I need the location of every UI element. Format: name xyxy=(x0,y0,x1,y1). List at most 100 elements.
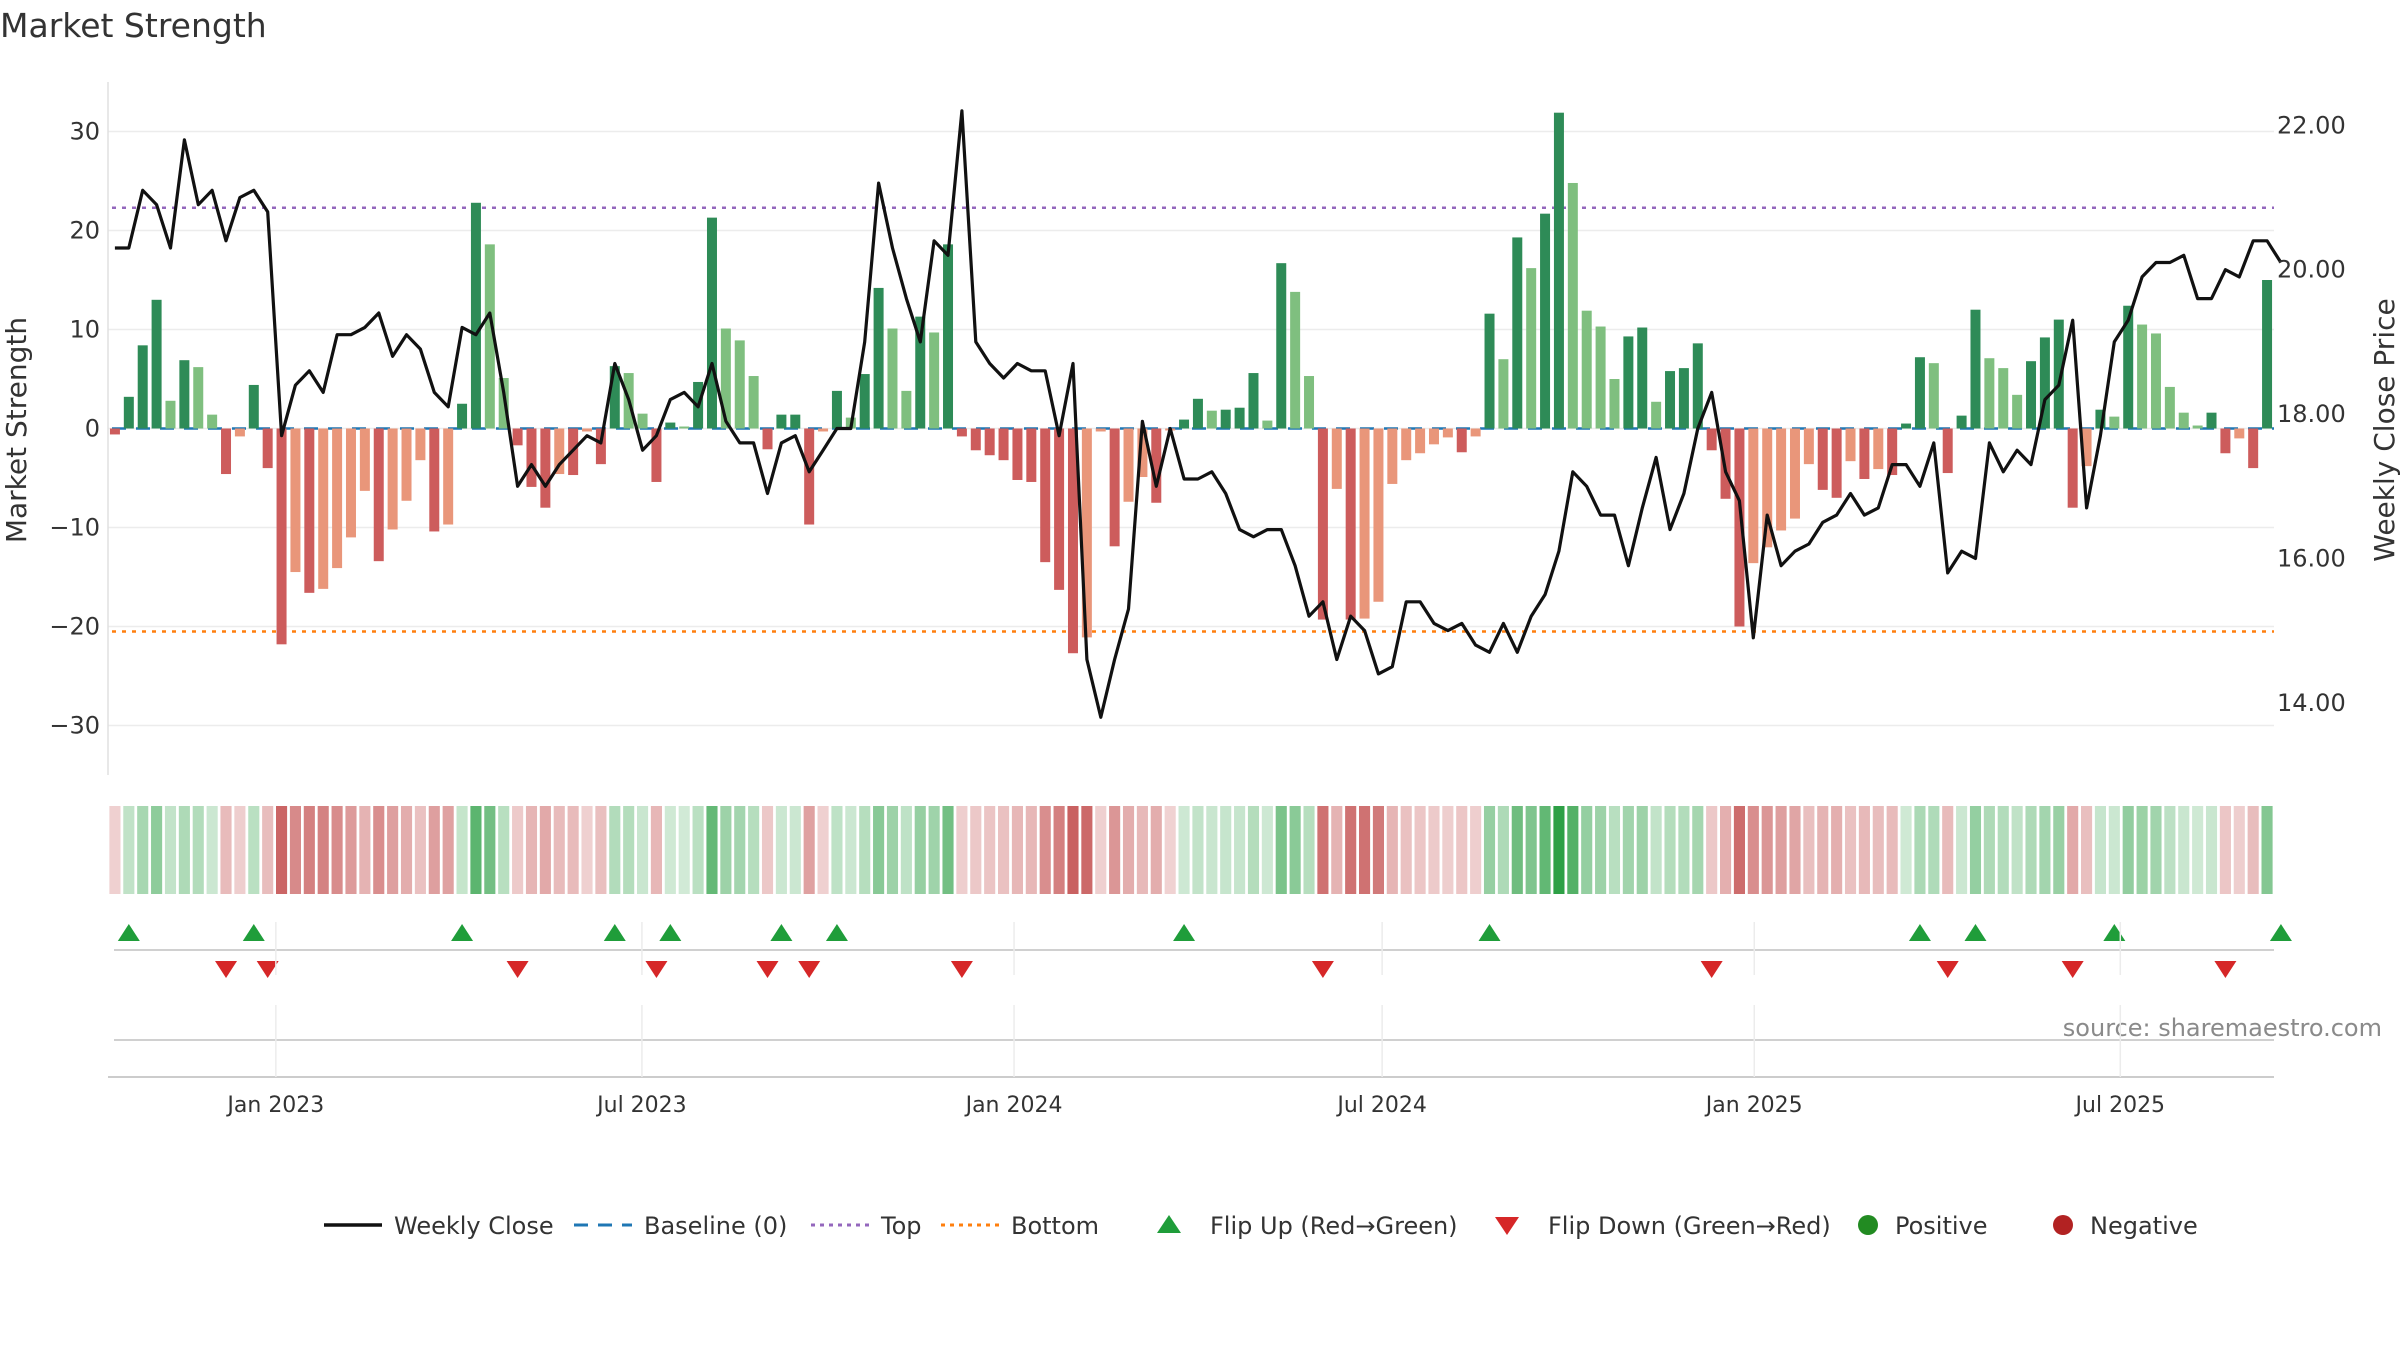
strength-bar xyxy=(1290,291,1301,429)
strength-bar xyxy=(429,428,440,532)
heat-strip-cell xyxy=(553,806,565,894)
strength-bar xyxy=(1442,428,1453,438)
heat-strip-cell xyxy=(414,806,426,894)
strength-bar xyxy=(1040,428,1051,563)
strength-bar xyxy=(2262,280,2273,429)
strength-bar xyxy=(2067,428,2078,508)
strength-bar xyxy=(1706,428,1717,451)
heat-strip-cell xyxy=(1067,806,1079,894)
strength-bar xyxy=(1262,420,1273,429)
strength-bar xyxy=(1748,428,1759,564)
heat-strip-cell xyxy=(1817,806,1829,894)
heat-strip-cell xyxy=(248,806,260,894)
strength-bar xyxy=(1401,428,1412,461)
heat-strip-cell xyxy=(1844,806,1857,894)
heat-strip-cell xyxy=(1622,806,1634,894)
strength-bar xyxy=(665,422,676,429)
heat-strip-cell xyxy=(331,806,343,894)
heat-strip-cell xyxy=(1261,806,1273,894)
strength-bar xyxy=(179,360,190,429)
heat-strip-cell xyxy=(1164,806,1176,894)
strength-bar xyxy=(901,390,912,429)
heat-strip-cell xyxy=(470,806,482,894)
heat-strip-cell xyxy=(567,806,579,894)
strength-bar xyxy=(679,426,690,429)
strength-bar xyxy=(1595,326,1606,429)
strength-bar xyxy=(1970,309,1981,429)
legend-label: Bottom xyxy=(1011,1212,1099,1240)
y-right-axis-title: Weekly Close Price xyxy=(2368,298,2400,561)
y-left-tick-label: 30 xyxy=(69,118,100,146)
heat-strip-cell xyxy=(345,806,357,894)
x-tick-label: Jul 2023 xyxy=(595,1093,687,1118)
strength-bar xyxy=(1373,428,1384,602)
flip-up-marker xyxy=(117,924,140,941)
flip-down-marker xyxy=(506,961,529,978)
flip-up-marker xyxy=(770,924,793,941)
axis-layer: 30 20 10 0 −10 −20 −30 22.00 20.00 18.00 16.00 14.0… xyxy=(0,111,2400,739)
heat-strip-cell xyxy=(1956,806,1968,894)
heat-strip-cell xyxy=(234,806,246,894)
heat-strip-cell xyxy=(1803,806,1815,894)
heat-strip-cell xyxy=(984,806,996,894)
heat-strip-cell xyxy=(2261,806,2273,894)
heat-strip-cell xyxy=(886,806,899,894)
heat-strip-cell xyxy=(789,806,801,894)
heat-strip-cell xyxy=(2233,806,2245,894)
strength-bar xyxy=(1415,428,1426,454)
strength-bar xyxy=(1428,428,1439,445)
strength-bar xyxy=(1026,428,1037,482)
legend-swatch xyxy=(1157,1215,1181,1233)
flip-down-marker xyxy=(2214,961,2237,978)
heat-strip-cell xyxy=(873,806,885,894)
heat-strip-cell xyxy=(2108,806,2120,894)
heat-strip-cell xyxy=(900,806,912,894)
date-axis: Jan 2023 Jul 2023 Jan 2024 Jul 2024 Jan 2025… xyxy=(108,922,2274,1118)
strength-bar xyxy=(1817,428,1828,490)
strength-bar xyxy=(415,428,426,461)
y-left-tick-label: −20 xyxy=(49,613,100,641)
strength-bar xyxy=(1179,419,1190,429)
heat-strip-cell xyxy=(1969,806,1982,894)
strength-bar xyxy=(1651,401,1662,429)
legend-swatch xyxy=(1495,1217,1519,1235)
heat-strip-cell xyxy=(1317,806,1329,894)
heat-strip-cell xyxy=(1831,806,1843,894)
heat-strip-cell xyxy=(1761,806,1773,894)
strength-bar xyxy=(1998,368,2009,429)
strength-bar xyxy=(345,428,356,538)
strength-bar xyxy=(1734,428,1745,627)
legend-item: Bottom xyxy=(941,1212,1099,1240)
strength-bar xyxy=(512,428,523,446)
strength-bar xyxy=(637,413,648,429)
flip-up-marker xyxy=(1478,924,1501,941)
chart-title: Market Strength xyxy=(0,6,267,45)
strength-bar xyxy=(2053,319,2064,429)
strength-bar xyxy=(1803,428,1814,465)
heat-strip-cell xyxy=(2136,806,2148,894)
heat-strip-cell xyxy=(970,806,982,894)
strength-bar xyxy=(734,340,745,429)
flip-up-marker xyxy=(1173,924,1196,941)
strength-bar xyxy=(484,244,495,429)
strength-bar xyxy=(1692,343,1703,429)
x-tick-label: Jul 2024 xyxy=(1335,1093,1427,1118)
strength-bar xyxy=(1137,428,1148,478)
heat-strip-cell xyxy=(1247,806,1260,894)
strength-bar xyxy=(1859,428,1870,479)
legend-item: Flip Up (Red→Green) xyxy=(1157,1212,1458,1240)
strength-bar xyxy=(1304,376,1315,429)
strength-bar xyxy=(720,328,731,429)
x-tick-label: Jan 2024 xyxy=(964,1093,1063,1118)
flip-down-marker xyxy=(645,961,668,978)
flip-down-marker xyxy=(2061,961,2084,978)
heat-strip-cell xyxy=(1386,806,1398,894)
heat-strip-cell xyxy=(2164,806,2176,894)
heat-strip-cell xyxy=(637,806,649,894)
heat-strip-cell xyxy=(1983,806,1995,894)
strength-bar xyxy=(2109,416,2120,429)
legend-label: Weekly Close xyxy=(394,1212,554,1240)
strength-bar xyxy=(2039,337,2050,429)
heat-strip-cell xyxy=(678,806,690,894)
strength-bar xyxy=(1095,428,1106,432)
